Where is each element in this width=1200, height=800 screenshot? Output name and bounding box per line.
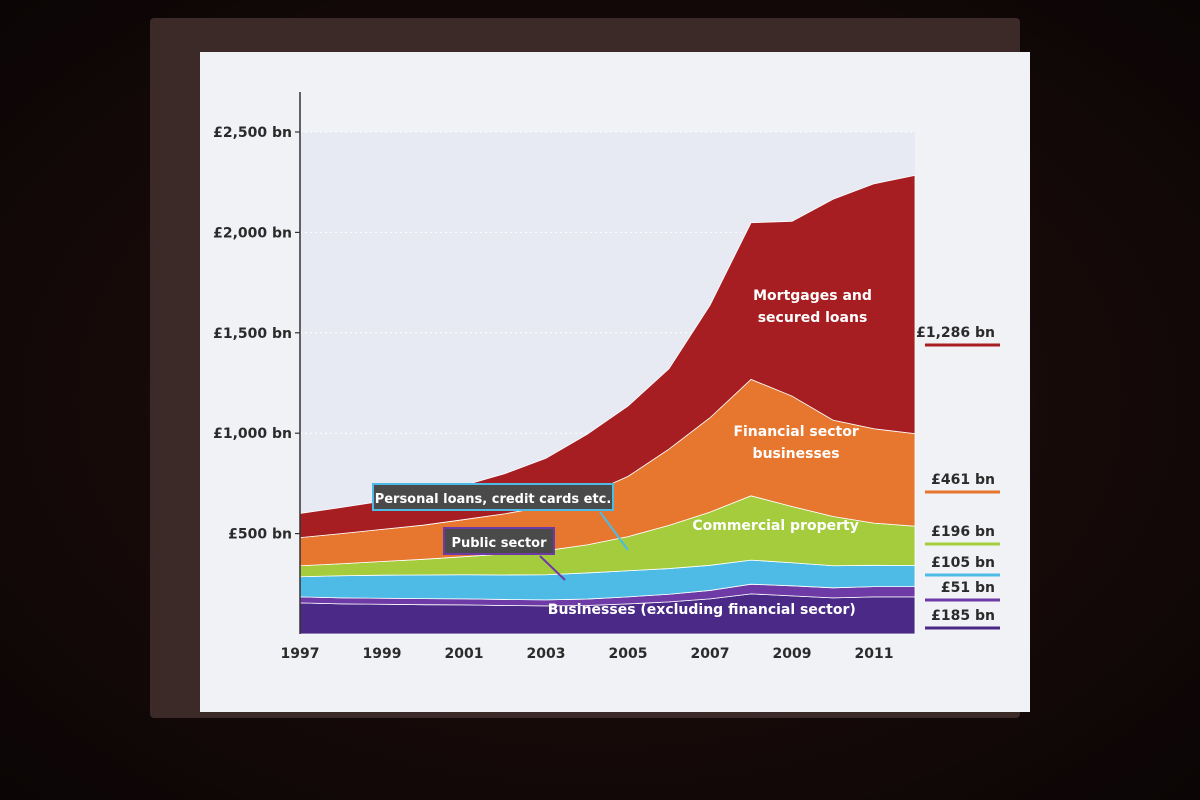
x-tick-label-3: 2003	[527, 646, 566, 662]
x-tick-label-5: 2007	[691, 646, 730, 662]
callout-public-text: Public sector	[451, 536, 547, 551]
end-label-5: £1,286 bn	[916, 325, 995, 341]
area-label-financial-line2: businesses	[753, 446, 840, 462]
y-tick-label-4: £2,500 bn	[213, 125, 292, 141]
area-label-commercial: Commercial property	[692, 518, 858, 534]
x-tick-label-0: 1997	[281, 646, 320, 662]
area-label-financial-line1: Financial sector	[733, 424, 858, 440]
callout-personal-text: Personal loans, credit cards etc.	[375, 492, 612, 507]
y-tick-label-3: £2,000 bn	[213, 225, 292, 241]
x-tick-label-6: 2009	[773, 646, 812, 662]
y-tick-label-0: £500 bn	[228, 527, 292, 543]
end-label-4: £461 bn	[931, 472, 995, 488]
callout-public-box	[443, 527, 555, 555]
callout-public-pointer	[539, 555, 566, 581]
stacked-area-chart: £500 bn £1,000 bn £1,500 bn £2,000 bn £2,500…	[213, 92, 1000, 662]
area-series-5	[299, 174, 916, 539]
x-tick-label-7: 2011	[855, 646, 894, 662]
end-label-0: £185 bn	[931, 608, 995, 624]
x-tick-label-1: 1999	[363, 646, 402, 662]
area-label-businesses: Businesses (excluding financial sector)	[548, 602, 856, 618]
x-tick-label-4: 2005	[609, 646, 648, 662]
x-tick-label-2: 2001	[445, 646, 484, 662]
area-label-mortgages-line1: Mortgages and	[753, 288, 872, 304]
y-tick-label-1: £1,000 bn	[213, 426, 292, 442]
end-label-2: £105 bn	[931, 555, 995, 571]
callout-personal-pointer	[599, 511, 629, 551]
area-label-mortgages-line2: secured loans	[758, 310, 868, 326]
end-label-3: £196 bn	[931, 524, 995, 540]
end-label-1: £51 bn	[941, 580, 995, 596]
projected-slide: £500 bn £1,000 bn £1,500 bn £2,000 bn £2,500…	[200, 52, 1030, 712]
y-tick-label-2: £1,500 bn	[213, 326, 292, 342]
callout-personal-box	[372, 483, 614, 511]
